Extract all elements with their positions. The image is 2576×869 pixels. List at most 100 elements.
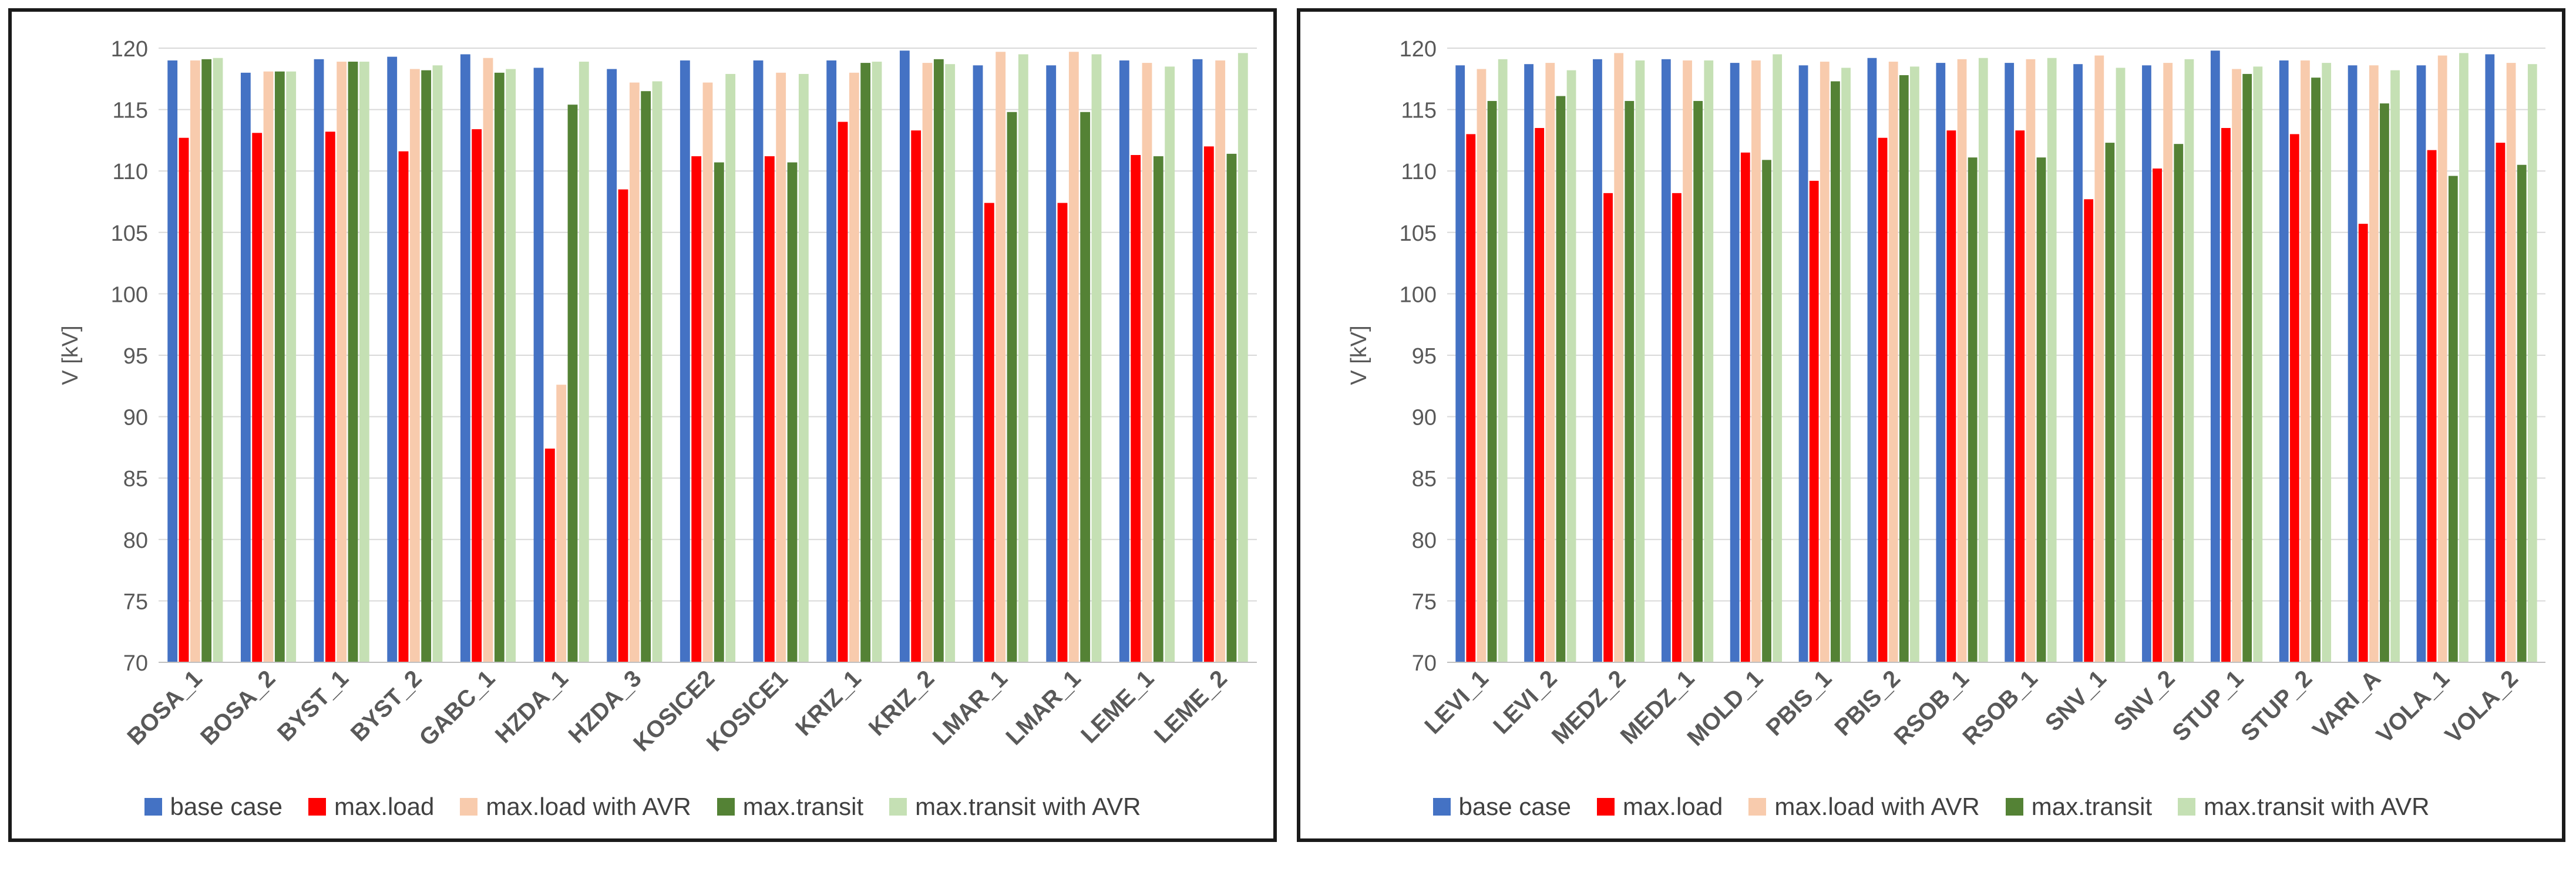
- legend-item: max.load: [308, 793, 434, 821]
- y-tick-label: 105: [1400, 221, 1437, 246]
- bar: [984, 203, 994, 662]
- legend-label: max.load with AVR: [1774, 793, 1980, 820]
- bar: [607, 69, 617, 662]
- bar: [702, 82, 713, 662]
- bar: [798, 73, 809, 662]
- bar: [860, 63, 871, 662]
- bar: [1498, 59, 1508, 662]
- x-tick-label: MEDZ_2: [1547, 665, 1631, 749]
- bar: [2174, 144, 2184, 662]
- legend-label: max.transit with AVR: [2204, 793, 2430, 820]
- x-tick-label: MOLD_1: [1682, 665, 1768, 751]
- bar: [725, 73, 736, 662]
- bar: [1946, 130, 1956, 662]
- bar: [2369, 65, 2379, 662]
- bar: [421, 70, 432, 662]
- bar: [252, 133, 263, 662]
- y-axis-label: V [kV]: [58, 325, 83, 385]
- bar: [2517, 164, 2527, 662]
- bar: [1007, 112, 1017, 662]
- bar: [190, 60, 200, 662]
- bar: [2506, 63, 2516, 662]
- bar: [348, 62, 358, 662]
- bar: [2142, 65, 2151, 662]
- bar: [1215, 60, 1226, 662]
- bar: [1635, 60, 1645, 662]
- legend-swatch: [2178, 798, 2196, 816]
- bar: [691, 156, 702, 662]
- bar: [1091, 54, 1102, 663]
- bar: [899, 50, 910, 663]
- bar: [167, 60, 178, 662]
- y-tick-label: 70: [1412, 651, 1437, 676]
- x-tick-label: BYST_1: [273, 665, 354, 746]
- bar: [2416, 65, 2426, 662]
- bar: [2289, 134, 2299, 662]
- legend-label: max.load: [334, 793, 435, 820]
- bar: [1593, 59, 1602, 662]
- bar: [1556, 96, 1566, 662]
- bar: [2153, 169, 2162, 662]
- bar: [1693, 100, 1703, 662]
- bar: [1831, 81, 1840, 662]
- right-chart-panel: 70 75 80 85 90 95 100 105 110 115 120 V [kV] LEVI_1 L…: [1297, 8, 2565, 842]
- bar: [2094, 55, 2104, 662]
- bar: [1751, 60, 1761, 662]
- bar: [1545, 63, 1555, 662]
- bar: [1466, 134, 1476, 662]
- y-tick-label: 85: [1412, 467, 1437, 491]
- bar: [2105, 143, 2115, 663]
- bar: [387, 56, 398, 662]
- x-tick-label: PBIS_1: [1761, 665, 1837, 741]
- bar: [1046, 65, 1057, 662]
- bar: [1798, 65, 1808, 662]
- legend-label: max.load: [1622, 793, 1723, 820]
- bar: [1936, 63, 1946, 662]
- bar: [409, 69, 420, 662]
- bar: [1968, 157, 1978, 662]
- bar: [274, 71, 285, 663]
- bar: [1068, 52, 1079, 662]
- bar: [996, 52, 1006, 662]
- x-tick-label: BOSA_1: [122, 665, 207, 750]
- bar: [2253, 66, 2263, 662]
- bar: [2279, 60, 2289, 662]
- legend-swatch: [460, 798, 478, 816]
- bar: [1080, 112, 1091, 662]
- bar: [1773, 54, 1783, 663]
- bar: [2184, 59, 2194, 662]
- legend-item: max.transit with AVR: [2178, 793, 2430, 821]
- bar: [1142, 63, 1152, 662]
- bar: [1455, 65, 1465, 662]
- x-tick-label: LMAR_1: [1001, 665, 1085, 750]
- y-tick-label: 95: [1412, 344, 1437, 369]
- bar: [2427, 150, 2437, 663]
- bar: [2005, 63, 2015, 662]
- bar: [2232, 69, 2241, 662]
- bar: [680, 60, 690, 662]
- legend-swatch: [717, 798, 735, 816]
- x-tick-label: KRIZ_1: [791, 665, 866, 741]
- bar: [945, 64, 956, 663]
- bar: [1704, 60, 1714, 662]
- bar: [2026, 59, 2036, 662]
- bar: [911, 130, 922, 662]
- legend-item: max.transit: [2005, 793, 2153, 821]
- bar: [1165, 66, 1175, 662]
- bar: [1524, 64, 1534, 663]
- bar: [2036, 157, 2046, 662]
- y-tick-label: 110: [112, 160, 148, 184]
- bar: [506, 69, 516, 662]
- bar: [240, 72, 251, 663]
- bar: [1878, 137, 1888, 662]
- bar: [556, 385, 567, 662]
- bar: [1018, 54, 1028, 663]
- bar: [776, 72, 786, 663]
- x-tick-label: GABC_1: [415, 665, 500, 751]
- y-tick-label: 85: [123, 467, 148, 491]
- legend-label: max.transit: [2031, 793, 2153, 820]
- legend-swatch: [308, 798, 326, 816]
- legend-item: max.transit: [717, 793, 863, 821]
- bar: [2301, 60, 2310, 662]
